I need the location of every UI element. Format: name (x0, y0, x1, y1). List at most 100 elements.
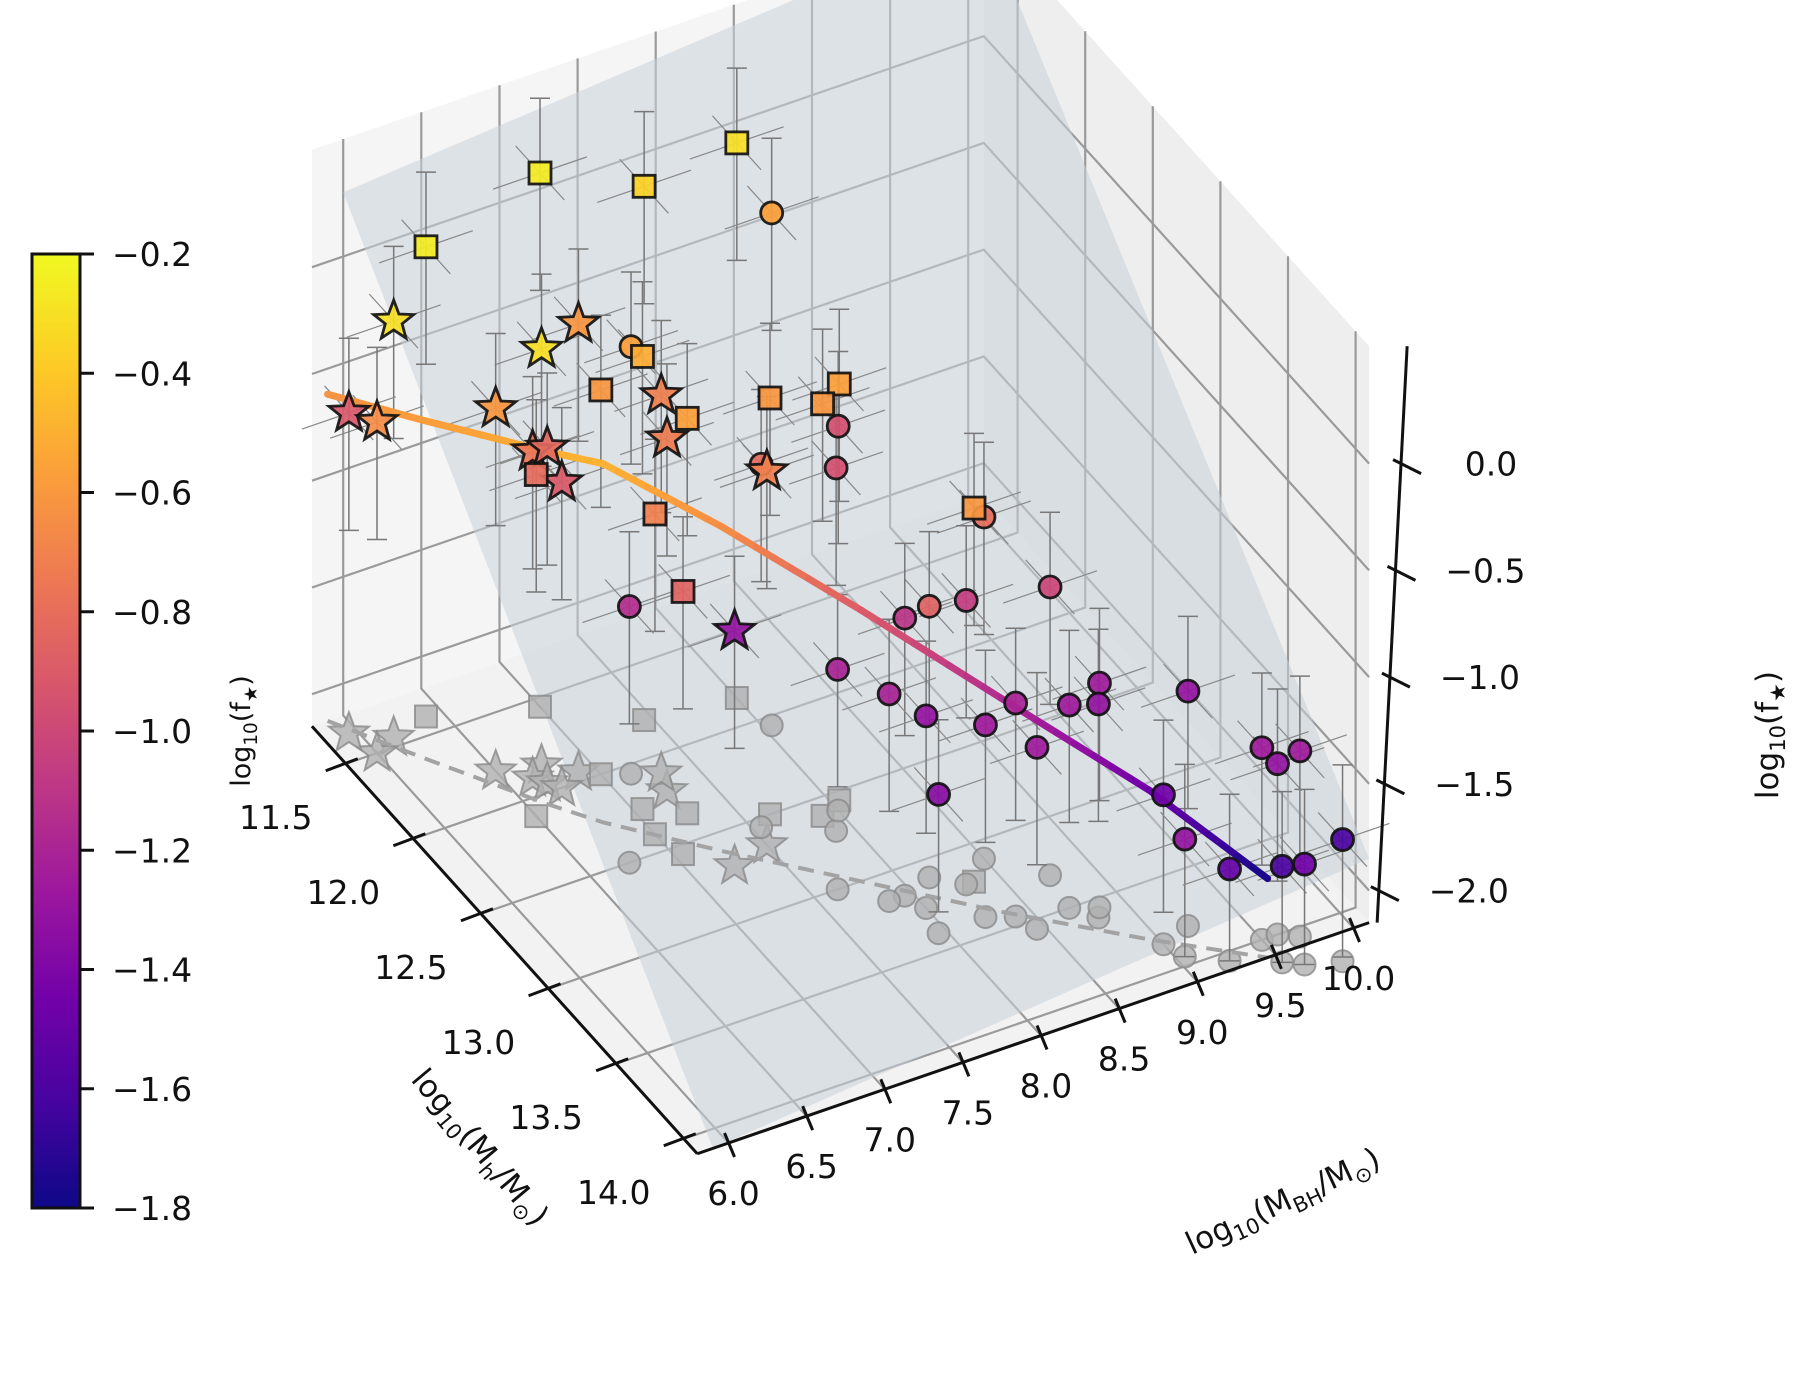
data-point-circle (1287, 738, 1313, 764)
shadow-point-circle (825, 877, 850, 902)
label-subscript: 10 (1765, 725, 1790, 752)
shadow-point-circle (617, 850, 642, 875)
shadow-point-star (326, 709, 372, 753)
data-point-square (642, 501, 668, 527)
data-points (325, 130, 1355, 882)
data-point-square (810, 391, 835, 417)
data-point-circle (1086, 691, 1111, 717)
mh-tick (460, 907, 494, 923)
data-point-star (471, 383, 520, 429)
shadow-point-circle (917, 865, 942, 890)
mbh-tick (1270, 944, 1283, 970)
data-point-star (643, 413, 691, 459)
shadow-point-circle (824, 818, 849, 843)
data-point-circle (913, 703, 939, 729)
label-text: ) (1750, 671, 1786, 683)
mbh-tick (1348, 917, 1361, 943)
shadow-point-circle (1265, 922, 1290, 947)
data-point-circle (1024, 734, 1050, 760)
colorbar-tick-label: −0.8 (112, 593, 192, 632)
data-point-circle (825, 657, 851, 682)
mbh-tick (723, 1132, 736, 1158)
mbh-tick-label: 8.0 (1020, 1067, 1072, 1106)
data-point-circle (876, 681, 902, 707)
data-point-square (757, 385, 783, 411)
fit-plane-surface (343, 0, 1370, 1149)
data-point-circle (1037, 574, 1063, 600)
data-point-star (369, 296, 418, 342)
shadow-point-square (413, 704, 438, 729)
mbh-tick-label: 9.0 (1176, 1013, 1228, 1052)
colorbar-tick-label: −0.2 (112, 235, 192, 274)
mh-axis-line (310, 725, 699, 1155)
data-point-circle (823, 455, 849, 481)
z-axis-line (1375, 346, 1409, 923)
label-subscript: ★ (1765, 683, 1790, 702)
label-text: log (226, 746, 257, 787)
shadow-point-circle (826, 798, 851, 823)
colorbar-tick-label: −1.8 (112, 1189, 192, 1228)
data-point-circle (1217, 856, 1242, 882)
mbh-axis-line (696, 921, 1370, 1156)
shadow-point-circle (926, 921, 951, 946)
data-point-circle (1175, 678, 1201, 704)
model-curve-segment (1249, 863, 1272, 883)
mh-tick (528, 982, 562, 998)
mbh-tick-label: 8.5 (1098, 1040, 1150, 1079)
model-curve-segment (1108, 763, 1134, 783)
data-point-square (523, 462, 549, 487)
data-point-circle (1087, 670, 1112, 696)
grid-line-mbh (342, 139, 730, 1144)
shadow-point-circle (749, 815, 774, 840)
label-text: (f (226, 701, 257, 723)
data-point-circle (616, 594, 642, 619)
data-point-circle (892, 605, 918, 631)
floor-projection (326, 686, 1355, 977)
colorbar-label: log10(f★) (226, 675, 262, 787)
data-point-circle (1003, 690, 1029, 716)
shadow-point-circle (954, 872, 979, 897)
shadow-point-circle (1175, 914, 1200, 938)
data-point-star (325, 387, 373, 434)
colorbar-tick-label: −1.2 (112, 831, 192, 870)
data-point-square (961, 495, 987, 521)
label-text: (f (1750, 701, 1786, 725)
shadow-point-square (524, 804, 549, 829)
shadow-point-square (671, 842, 696, 867)
model-curve-projection (326, 719, 1268, 960)
colorbar-gradient (30, 252, 82, 1210)
data-point-star (710, 605, 759, 652)
mh-tick (325, 757, 359, 773)
colorbar-tick-label: −0.6 (112, 474, 192, 513)
shadow-point-star (472, 747, 519, 791)
mh-tick-label: 12.0 (307, 873, 380, 912)
shadow-point-star (354, 729, 400, 773)
data-point-star (743, 446, 791, 492)
data-point-square (724, 130, 750, 156)
mbh-tick (1191, 971, 1205, 997)
mh-tick (392, 832, 426, 848)
data-point-circle (916, 593, 942, 619)
data-point-star (353, 397, 401, 443)
mbh-tick (879, 1078, 893, 1104)
label-text: log (1180, 1210, 1238, 1263)
label-subscript: ★ (241, 686, 262, 702)
shadow-point-circle (1038, 863, 1063, 888)
mbh-tick (957, 1051, 971, 1077)
mbh-tick-label: 7.5 (942, 1093, 994, 1132)
data-point-star (523, 422, 571, 468)
data-point-circle (759, 200, 785, 226)
colorbar-tick-label: −0.4 (112, 354, 192, 393)
axis-lines (310, 346, 1409, 1156)
shadow-point-square (724, 686, 749, 710)
mh-tick-label: 11.5 (239, 798, 312, 837)
mh-tick-label: 14.0 (577, 1173, 650, 1212)
z-tick-label: −1.5 (1434, 765, 1514, 804)
z-tick (1386, 565, 1417, 582)
z-tick (1375, 778, 1406, 796)
shadow-point-square (588, 762, 613, 787)
shadow-point-square (632, 708, 657, 733)
data-point-circle (1249, 735, 1275, 761)
mh-tick-label: 13.0 (442, 1023, 515, 1062)
